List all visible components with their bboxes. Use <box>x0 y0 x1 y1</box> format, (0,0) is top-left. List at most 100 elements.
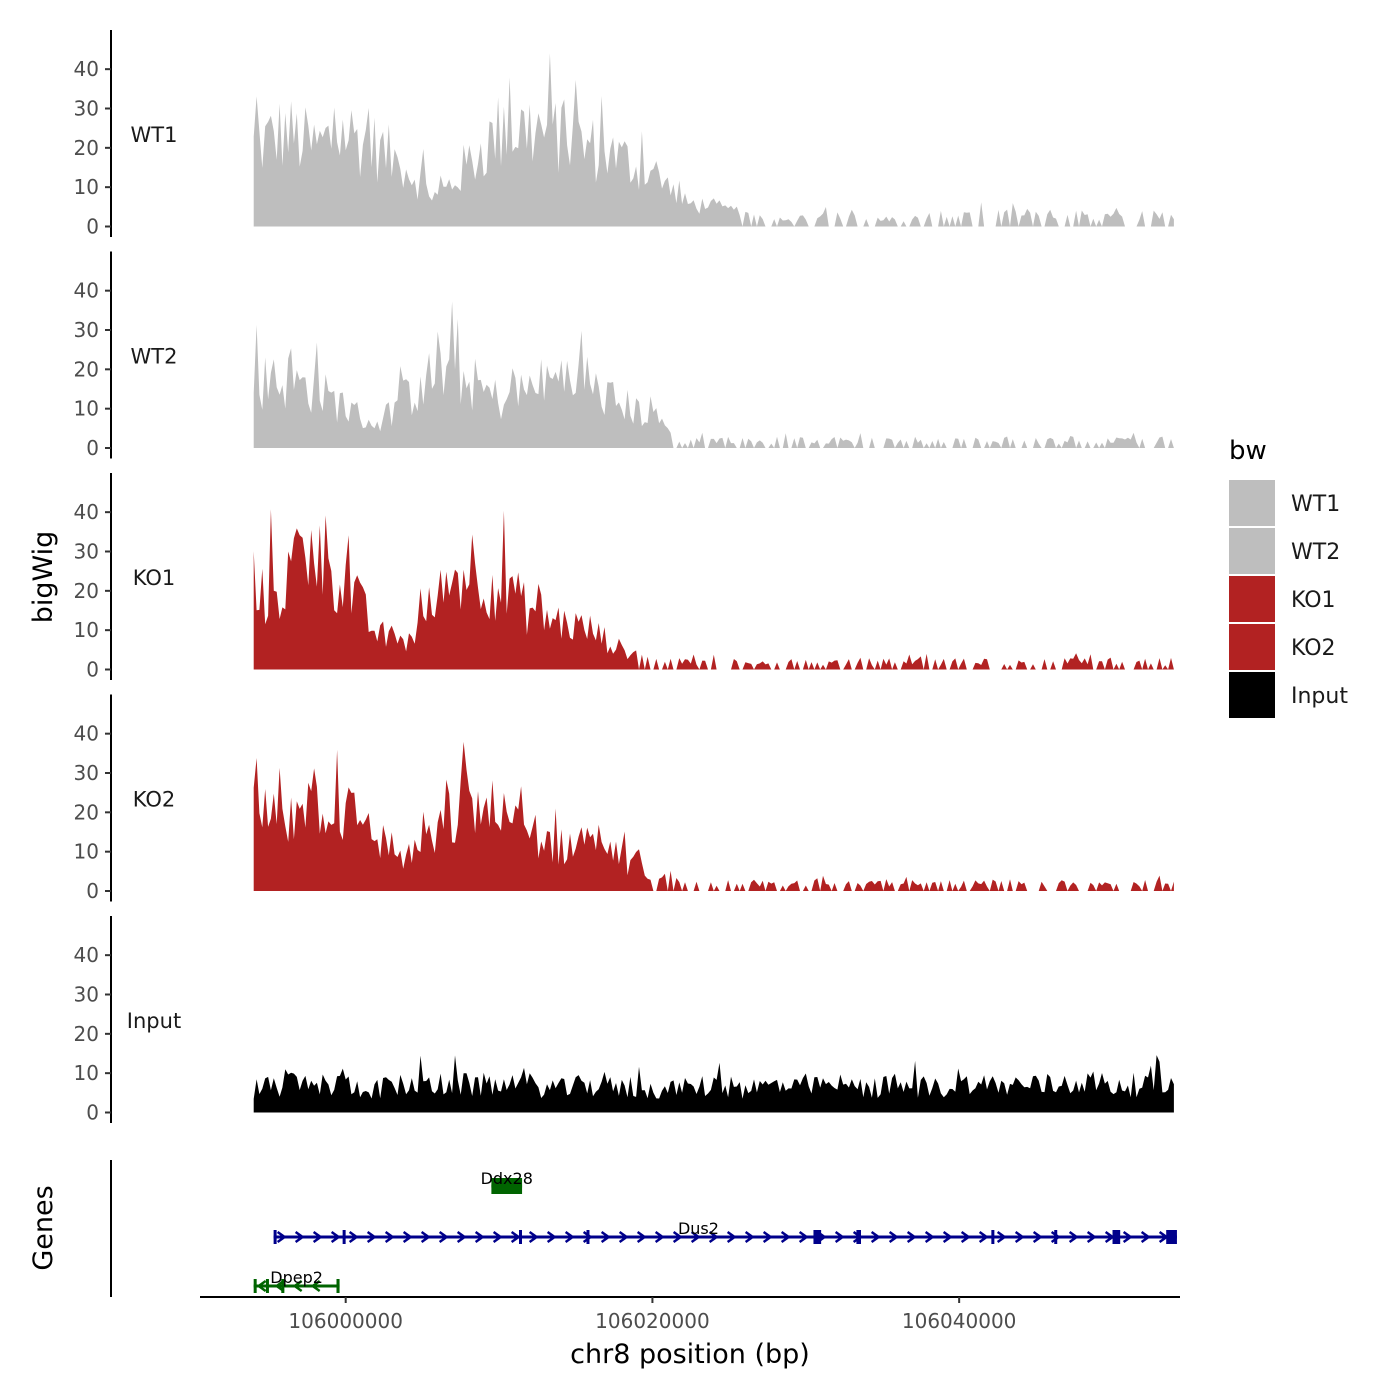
gene-exon <box>1166 1230 1177 1244</box>
y-tick-label: 20 <box>74 1022 99 1046</box>
strand-arrow <box>870 1230 881 1244</box>
y-tick-label: 40 <box>74 279 99 303</box>
y-tick-label: 40 <box>74 722 99 746</box>
gene-label: Dpep2 <box>270 1268 323 1287</box>
y-tick-label: 30 <box>74 318 99 342</box>
gene-exon <box>518 1230 522 1244</box>
signal-area <box>253 741 1174 891</box>
legend-swatch-wt1 <box>1229 480 1275 526</box>
strand-arrow <box>1122 1230 1133 1244</box>
strand-arrow <box>798 1230 809 1244</box>
strand-arrow <box>310 1279 321 1293</box>
strand-arrow <box>924 1230 935 1244</box>
x-axis-title: chr8 position (bp) <box>570 1339 810 1370</box>
legend-label-ko2: KO2 <box>1291 636 1336 661</box>
legend-label-input: Input <box>1291 684 1348 709</box>
legend-swatch-wt2 <box>1229 528 1275 574</box>
strand-arrow <box>600 1230 611 1244</box>
gene-exon <box>281 1279 285 1293</box>
strand-arrow <box>402 1230 413 1244</box>
strand-arrow <box>906 1230 917 1244</box>
strand-arrow <box>636 1230 647 1244</box>
strand-arrow <box>654 1230 665 1244</box>
strand-arrow <box>744 1230 755 1244</box>
gene-exon <box>856 1230 862 1244</box>
gene-exon <box>991 1230 995 1244</box>
legend-label-wt2: WT2 <box>1291 540 1340 565</box>
strand-arrow <box>348 1230 359 1244</box>
x-tick-label: 106040000 <box>902 1309 1017 1333</box>
gene-exon <box>1112 1230 1121 1244</box>
gene-dpep2: Dpep2 <box>253 1268 340 1293</box>
strand-arrow <box>330 1230 341 1244</box>
strand-arrow <box>582 1230 593 1244</box>
signal-area <box>253 53 1174 227</box>
strand-arrow <box>888 1230 899 1244</box>
signal-tracks: 0 10 20 30 40 WT1 0 10 20 30 40 WT2 0 10 20 30 40 KO1 0 10 2… <box>74 30 1174 1125</box>
signal-area <box>253 301 1174 448</box>
track-label: KO2 <box>133 788 176 812</box>
y-tick-label: 30 <box>74 761 99 785</box>
strand-arrow <box>276 1230 287 1244</box>
y-tick-label: 30 <box>74 540 99 564</box>
gene-exon <box>586 1230 590 1244</box>
signal-area <box>253 1055 1174 1113</box>
y-axis-title: bigWig <box>28 531 59 624</box>
y-tick-label: 0 <box>86 879 99 903</box>
x-axis: 106000000 106020000 106040000 <box>200 1296 1180 1333</box>
strand-arrow <box>456 1230 467 1244</box>
gene-exon <box>342 1230 346 1244</box>
strand-arrow <box>564 1230 575 1244</box>
y-tick-label: 0 <box>86 436 99 460</box>
strand-arrow <box>690 1230 701 1244</box>
gene-exon <box>491 1178 523 1194</box>
gene-label: Dus2 <box>678 1219 719 1238</box>
gene-exon <box>813 1230 822 1244</box>
strand-arrow <box>438 1230 449 1244</box>
y-tick-label: 0 <box>86 215 99 239</box>
legend-title: bw <box>1229 436 1267 466</box>
strand-arrow <box>1068 1230 1079 1244</box>
strand-arrow <box>546 1230 557 1244</box>
y-tick-label: 0 <box>86 658 99 682</box>
strand-arrow <box>292 1279 303 1293</box>
strand-arrow <box>708 1230 719 1244</box>
strand-arrow <box>618 1230 629 1244</box>
y-tick-label: 40 <box>74 57 99 81</box>
y-tick-label: 10 <box>74 1061 99 1085</box>
strand-arrow <box>1050 1230 1061 1244</box>
track-label: KO1 <box>133 566 176 590</box>
strand-arrow <box>942 1230 953 1244</box>
strand-arrow <box>762 1230 773 1244</box>
y-tick-label: 0 <box>86 1101 99 1125</box>
strand-arrow <box>474 1230 485 1244</box>
y-tick-label: 20 <box>74 800 99 824</box>
genes-panel: Ddx28 Dus2 Dpep2 <box>110 1160 1177 1297</box>
legend-swatch-input <box>1229 672 1275 718</box>
y-tick-label: 30 <box>74 983 99 1007</box>
strand-arrow <box>384 1230 395 1244</box>
strand-arrow <box>780 1230 791 1244</box>
track-label: WT1 <box>131 123 178 147</box>
strand-arrow <box>1032 1230 1043 1244</box>
signal-area <box>253 509 1174 670</box>
y-tick-label: 40 <box>74 943 99 967</box>
gene-dus2: Dus2 <box>273 1219 1177 1244</box>
y-tick-label: 10 <box>74 618 99 642</box>
track-wt1: 0 10 20 30 40 WT1 <box>74 30 1174 239</box>
gene-exon <box>265 1279 269 1293</box>
gene-exon <box>253 1279 257 1293</box>
strand-arrow <box>672 1230 683 1244</box>
strand-arrow <box>420 1230 431 1244</box>
gene-exon <box>336 1279 340 1293</box>
gene-exon <box>273 1230 277 1244</box>
track-input: 0 10 20 30 40 Input <box>74 916 1174 1125</box>
legend-label-wt1: WT1 <box>1291 492 1340 517</box>
track-wt2: 0 10 20 30 40 WT2 <box>74 251 1174 460</box>
track-ko1: 0 10 20 30 40 KO1 <box>74 473 1174 682</box>
y-tick-label: 10 <box>74 840 99 864</box>
strand-arrow <box>1140 1230 1151 1244</box>
legend: bw WT1 WT2 KO1 KO2 Input <box>1229 436 1348 718</box>
strand-arrow <box>528 1230 539 1244</box>
x-tick-label: 106000000 <box>288 1309 403 1333</box>
